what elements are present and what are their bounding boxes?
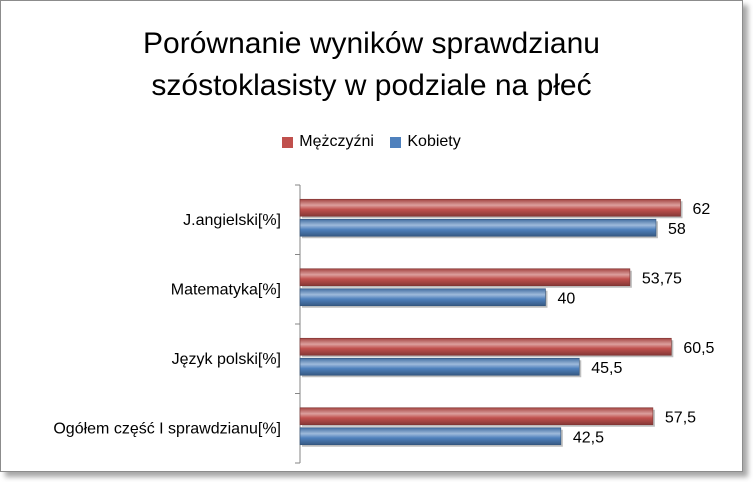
bar-women <box>299 288 546 307</box>
data-label-women: 42,5 <box>573 429 604 446</box>
chart-title-line-1: Porównanie wyników sprawdzianu <box>143 27 600 60</box>
chart-title-line-2: szóstoklasisty w podziale na płeć <box>151 69 592 102</box>
bar-men <box>299 337 672 356</box>
chart-legend: Mężczyźni Kobiety <box>1 133 742 153</box>
data-label-women: 58 <box>668 221 686 238</box>
legend-label-women: Kobiety <box>407 133 461 150</box>
data-label-men: 60,5 <box>683 340 714 357</box>
bar-women <box>299 218 657 237</box>
legend-item-men: Mężczyźni <box>282 133 374 151</box>
chart-title: Porównanie wyników sprawdzianu szóstokla… <box>1 23 742 107</box>
bar-men <box>299 198 681 217</box>
bar-men <box>299 407 654 426</box>
legend-label-men: Mężczyźni <box>299 133 374 150</box>
data-label-women: 45,5 <box>591 360 622 377</box>
plot-area: J.angielski[%] 62 58 Matematyka[%] 53,75 40 Ję… <box>53 184 715 464</box>
bar-women <box>299 357 580 376</box>
data-label-men: 57,5 <box>665 409 696 426</box>
bar-men <box>299 268 631 287</box>
legend-swatch-men <box>282 136 294 148</box>
category-label: Matematyka[%] <box>171 281 281 298</box>
chart-frame: Porównanie wyników sprawdzianu szóstokla… <box>0 0 743 472</box>
data-label-men: 62 <box>693 201 711 218</box>
category-label: Język polski[%] <box>172 351 281 368</box>
legend-item-women: Kobiety <box>390 133 461 151</box>
category-label: Ogółem część I sprawdzianu[%] <box>53 420 281 437</box>
bar-women <box>299 427 562 446</box>
data-label-men: 53,75 <box>642 270 682 287</box>
data-label-women: 40 <box>558 290 576 307</box>
category-label: J.angielski[%] <box>183 212 281 229</box>
legend-swatch-women <box>390 136 402 148</box>
